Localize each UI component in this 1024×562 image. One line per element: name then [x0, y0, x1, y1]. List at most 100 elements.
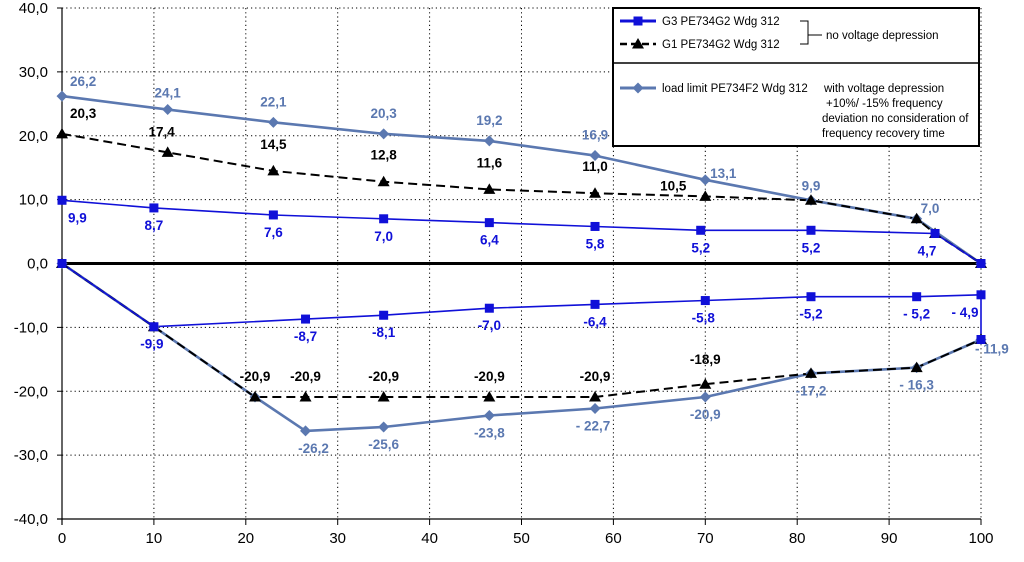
x-tick-label: 50 — [513, 530, 530, 547]
marker-load_upper — [483, 135, 495, 147]
x-tick-label: 80 — [789, 530, 806, 547]
marker-g3_upper — [696, 225, 706, 235]
data-label-load_upper: 13,1 — [710, 166, 737, 181]
marker-g1_lower — [910, 361, 923, 373]
data-label-g1_upper: 14,5 — [260, 137, 287, 152]
y-tick-label: 40,0 — [19, 0, 48, 17]
y-tick-label: -30,0 — [14, 447, 48, 464]
data-label-g3_upper: 6,4 — [480, 233, 499, 248]
legend-box — [612, 7, 980, 147]
data-label-load_upper: 22,1 — [260, 94, 287, 109]
x-tick-label: 100 — [968, 530, 993, 547]
data-label-g1_lower: -20,9 — [290, 369, 321, 384]
marker-load_lower — [589, 402, 601, 414]
data-label-g3_lower: -8,1 — [372, 325, 396, 340]
legend-note-voltage-depression-line: +10%/ -15% frequency — [826, 98, 943, 110]
data-label-g3_lower: -8,7 — [294, 329, 317, 344]
marker-g1_upper — [804, 194, 817, 205]
legend-entry-label: load limit PE734F2 Wdg 312 — [662, 83, 808, 95]
data-label-g1_lower: -20,9 — [368, 369, 399, 384]
data-label-g3_lower: -7,0 — [478, 318, 501, 333]
marker-g1_upper — [699, 190, 712, 201]
data-label-g3_upper: 5,2 — [802, 240, 821, 255]
axes: 40,0 30,0 20,0 10,0 0,0 -10,0 -20,0 -30,0 -40,0 0… — [14, 0, 994, 547]
legend-note-voltage-depression-line: frequency recovery time — [822, 128, 945, 140]
legend-swatch-marker-g3 — [633, 16, 643, 26]
marker-g3_upper — [149, 203, 159, 213]
marker-g1_lower — [483, 390, 496, 402]
legend-swatch-marker-load_limit — [632, 82, 644, 94]
marker-load_upper — [162, 104, 174, 116]
data-label-load_lower: - 22,7 — [576, 418, 611, 433]
marker-g1_upper — [483, 183, 496, 194]
data-label-g3_upper: 8,7 — [145, 218, 164, 233]
legend-entry-label: G3 PE734G2 Wdg 312 — [662, 16, 780, 28]
data-label-g3_upper: 9,9 — [68, 210, 87, 225]
data-label-g1_upper: 20,3 — [70, 106, 97, 121]
data-label-g3_lower: -5,8 — [692, 311, 716, 326]
data-label-g3_lower: -5,2 — [799, 307, 822, 322]
x-tick-label: 90 — [881, 530, 898, 547]
y-tick-label: 0,0 — [27, 256, 48, 273]
data-label-g1_upper: 12,8 — [371, 148, 398, 163]
marker-load_lower — [300, 425, 312, 437]
marker-g1_upper — [910, 212, 923, 224]
marker-load_upper — [267, 116, 279, 128]
marker-g3_upper — [976, 259, 986, 268]
marker-g1_lower — [804, 367, 817, 378]
data-label-g1_lower: -20,9 — [580, 369, 611, 384]
marker-g3_lower — [379, 310, 389, 320]
marker-load_lower — [483, 410, 495, 422]
x-tick-label: 20 — [237, 530, 254, 547]
marker-g1_lower — [377, 390, 390, 402]
legend-note-voltage-depression-line: deviation no consideration of — [822, 113, 969, 125]
marker-g3_upper — [930, 228, 940, 238]
marker-load_lower — [699, 391, 711, 403]
data-label-g3_upper: 4,7 — [918, 243, 937, 258]
x-tick-label: 30 — [329, 530, 346, 547]
data-label-load_upper: 9,9 — [802, 178, 821, 193]
data-label-load_lower: -23,8 — [474, 426, 505, 441]
data-label-load_lower: -17,2 — [796, 383, 827, 398]
data-label-load_upper: 16,9 — [582, 128, 608, 143]
data-label-g1_lower: -18,9 — [690, 352, 721, 367]
data-label-load_upper: 24,1 — [155, 86, 182, 101]
marker-g3_lower — [484, 303, 494, 313]
x-tick-label: 60 — [605, 530, 622, 547]
data-label-g1_lower: -20,9 — [474, 369, 505, 384]
data-label-load_upper: 7,0 — [921, 201, 940, 216]
y-tick-label: -10,0 — [14, 319, 48, 336]
data-label-g1_upper: 10,5 — [660, 178, 687, 193]
data-label-load_upper: 20,3 — [371, 106, 398, 121]
marker-g3_lower — [301, 314, 311, 324]
data-label-g3_upper: 7,6 — [264, 225, 283, 240]
data-label-g3_lower: - 4,9 — [951, 305, 978, 320]
legend-note-no-voltage-depression: no voltage depression — [826, 30, 939, 42]
y-tick-label: 10,0 — [19, 192, 48, 209]
marker-g1_upper — [589, 187, 602, 198]
marker-g3_upper — [484, 218, 494, 228]
marker-g1_upper — [267, 164, 280, 176]
marker-g3_upper — [268, 210, 278, 220]
data-label-g3_lower: - 5,2 — [903, 307, 930, 322]
data-label-g1_upper: 17,4 — [149, 124, 176, 139]
data-label-load_upper: 19,2 — [476, 113, 502, 128]
data-label-g3_lower: -6,4 — [583, 314, 607, 329]
data-label-load_lower: -20,9 — [690, 407, 721, 422]
data-label-g3_upper: 7,0 — [374, 229, 393, 244]
data-label-g3_upper: 5,2 — [691, 240, 710, 255]
marker-g1_upper — [377, 175, 390, 187]
marker-g3_upper — [590, 221, 600, 231]
marker-g3_lower — [57, 259, 67, 268]
marker-g3_lower — [590, 299, 600, 309]
marker-load_lower — [378, 421, 390, 433]
marker-g3_lower — [976, 290, 986, 300]
legend-note-voltage-depression-line: with voltage depression — [823, 83, 944, 95]
marker-load_upper — [589, 150, 601, 162]
data-label-load_upper: 26,2 — [70, 74, 96, 89]
data-label-g1_upper: 11,6 — [477, 155, 503, 170]
data-label-load_lower: - 11,9 — [975, 342, 1009, 357]
legend-bracket — [800, 20, 809, 45]
data-label-load_lower: - 16,3 — [899, 378, 934, 393]
